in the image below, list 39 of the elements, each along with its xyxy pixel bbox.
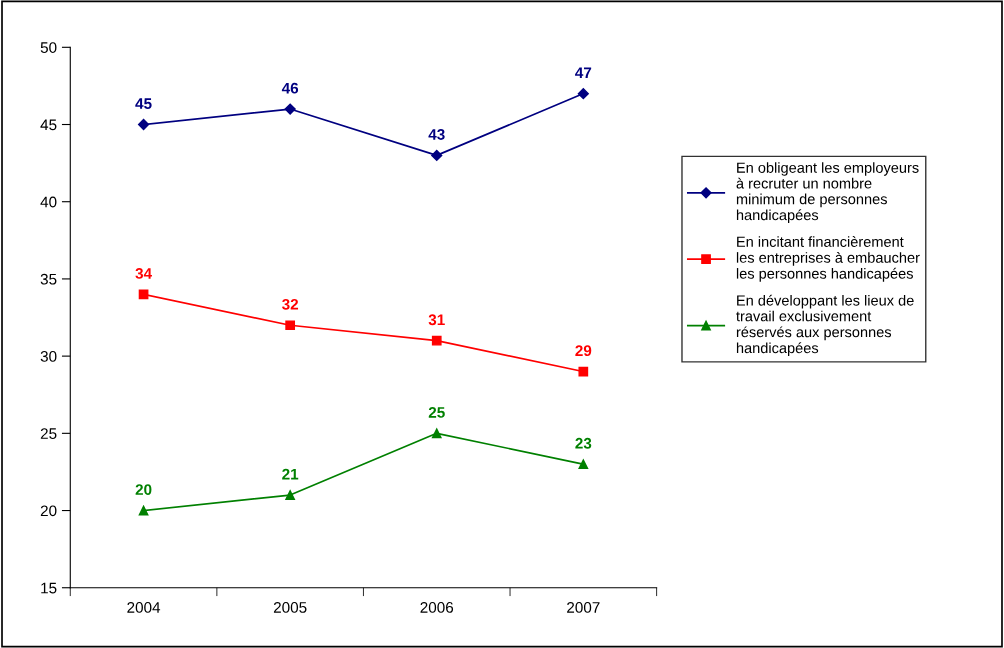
data-label: 25 — [428, 406, 445, 418]
point — [578, 459, 589, 470]
legend-label: En incitant financièrement les entreprises à embaucher les personnes handicapées — [736, 236, 920, 282]
x-tick-label: 2006 — [420, 602, 454, 613]
point — [285, 320, 296, 331]
data-label: 29 — [575, 345, 592, 357]
point — [431, 335, 442, 346]
y-tick-label: 30 — [40, 350, 57, 362]
point — [285, 490, 296, 500]
point — [431, 149, 443, 161]
y-tick-label: 15 — [41, 582, 57, 594]
y-tick-label: 20 — [40, 505, 57, 517]
point — [431, 428, 442, 439]
point — [578, 366, 589, 377]
legend-label: En développant les lieux de travail exclusivement réservés aux personnes handicapées — [736, 294, 914, 357]
y-tick-label: 40 — [40, 196, 57, 208]
x-tick-label: 2004 — [127, 602, 161, 613]
x-tick-label: 2005 — [273, 602, 307, 613]
point — [577, 88, 589, 100]
data-label: 43 — [428, 129, 445, 140]
data-label: 32 — [282, 298, 299, 310]
point — [284, 103, 296, 115]
y-tick-label: 25 — [40, 428, 57, 440]
data-label: 23 — [575, 437, 592, 449]
data-label: 47 — [575, 67, 592, 78]
point — [138, 289, 149, 300]
point — [137, 118, 150, 131]
legend-label: En obligeant les employeurs à recruter un nombre minimum de personnes handicapées — [736, 162, 919, 224]
data-label: 46 — [281, 82, 299, 94]
y-tick-label: 50 — [40, 42, 57, 53]
data-label: 21 — [282, 468, 299, 480]
y-tick-label: 45 — [40, 119, 57, 131]
data-label: 31 — [428, 314, 445, 326]
data-label: 34 — [135, 268, 152, 279]
y-tick-label: 35 — [40, 273, 57, 285]
point — [138, 505, 149, 516]
data-label: 20 — [135, 484, 152, 496]
data-label: 45 — [135, 98, 152, 109]
x-tick-label: 2007 — [567, 602, 600, 613]
